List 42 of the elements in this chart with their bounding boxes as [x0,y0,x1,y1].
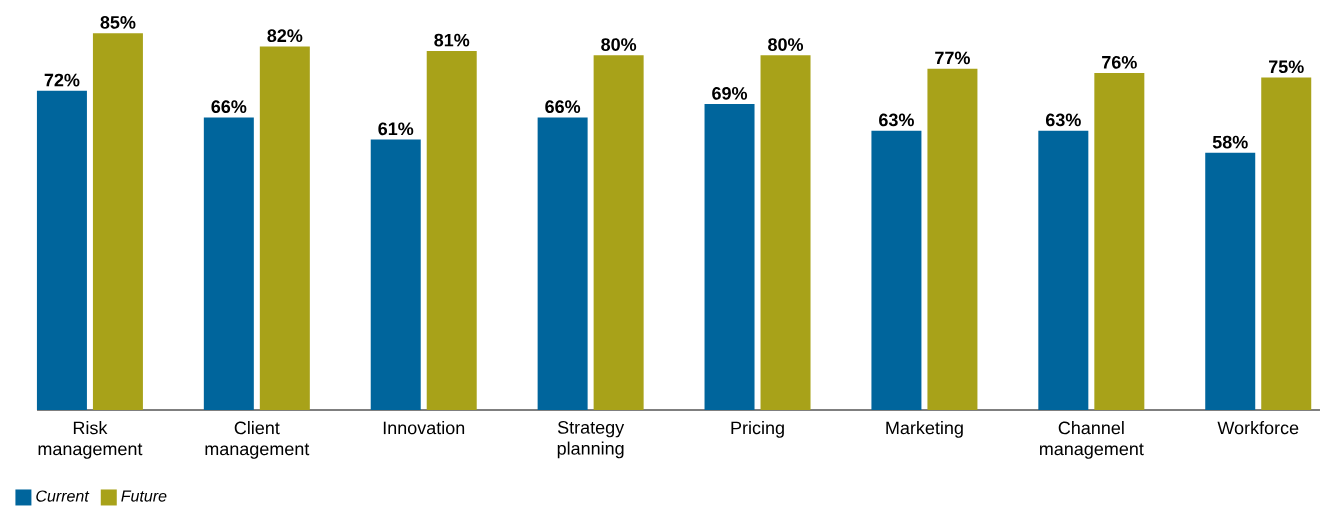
x-tick-label: Marketing [886,421,963,438]
bar [537,117,588,410]
legend-label: Future [121,490,167,502]
x-tick-label: Client management [205,421,310,459]
data-label: 77% [935,51,970,65]
bar [1094,73,1145,410]
x-tick-label: Strategy planning [557,421,625,459]
data-label: 66% [211,100,247,114]
bar [92,33,143,410]
x-tick-label: Channel management [1040,421,1144,459]
x-tick-label: Pricing [731,421,784,438]
x-tick-label: Workforce [1217,421,1299,435]
legend-label: Current [36,490,90,502]
bar [36,90,87,410]
data-label: 72% [44,73,80,87]
x-tick-label: Risk management [38,421,143,459]
data-label: 81% [434,33,470,47]
data-label: 63% [879,113,914,127]
bar [927,68,978,410]
data-label: 85% [100,16,136,29]
bar [1038,130,1089,410]
data-label: 76% [1102,55,1137,69]
bar [203,117,254,410]
bar [871,130,922,410]
bar [1261,77,1312,410]
data-label: 69% [712,86,748,100]
bar [593,55,644,410]
data-label: 58% [1212,135,1248,149]
data-label: 66% [545,100,581,114]
data-label: 80% [601,38,637,51]
bar [704,104,755,410]
bar [760,55,811,410]
bar [370,139,421,410]
data-label: 75% [1269,60,1304,74]
data-label: 82% [267,29,303,43]
data-label: 80% [768,38,804,51]
bar [426,50,477,410]
bar [1205,152,1256,410]
data-label: 61% [378,122,414,136]
bar [259,46,310,410]
data-label: 63% [1045,113,1081,127]
x-tick-label: Innovation [383,421,465,435]
